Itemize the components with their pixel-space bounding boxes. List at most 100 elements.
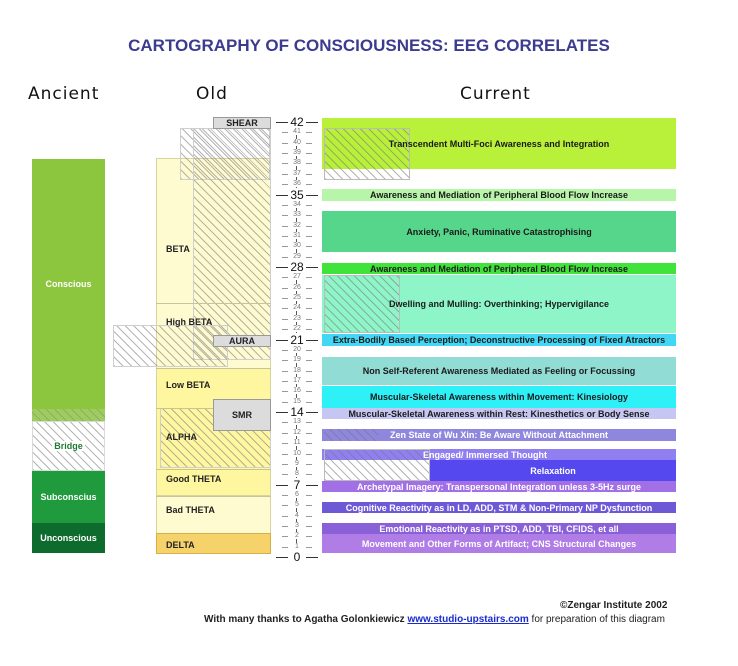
scale-minor-tick-left bbox=[282, 391, 288, 393]
scale-minor-tick-left bbox=[282, 298, 288, 300]
scale-minor-tick-right bbox=[306, 536, 312, 538]
scale-minor-tick-left bbox=[282, 370, 288, 372]
ancient-subconscious-label: Subconscius bbox=[40, 492, 97, 502]
scale-minor-label: 9 bbox=[287, 459, 307, 467]
scale-minor-tick-left bbox=[282, 381, 288, 382]
scale-minor-label: 19 bbox=[287, 356, 307, 364]
current-band-5: Extra-Bodily Based Perception; Deconstru… bbox=[322, 334, 676, 346]
old-delta-region bbox=[156, 533, 271, 554]
ancient-bridge-band: Bridge bbox=[32, 421, 105, 471]
ancient-unconscious-band: Unconscious bbox=[32, 523, 105, 553]
scale-minor-label: 25 bbox=[287, 294, 307, 302]
old-low-beta-label: Low BETA bbox=[166, 380, 211, 390]
scale-minor-label: 13 bbox=[287, 418, 307, 426]
scale-minor-tick-left bbox=[282, 329, 288, 331]
scale-minor-tick-left bbox=[282, 526, 288, 528]
footer-thanks-suffix: for preparation of this diagram bbox=[528, 614, 665, 625]
old-good-theta-label: Good THETA bbox=[166, 474, 222, 484]
scale-minor-label: 22 bbox=[287, 325, 307, 333]
scale-minor-tick-left bbox=[282, 463, 288, 465]
scale-major-tick-right bbox=[306, 339, 318, 341]
scale-minor-tick-right bbox=[306, 391, 312, 393]
old-bad-theta-label: Bad THETA bbox=[166, 505, 215, 515]
scale-minor-tick-right bbox=[306, 526, 312, 528]
scale-minor-tick-left bbox=[282, 422, 288, 424]
scale-major-tick-right bbox=[306, 267, 318, 269]
scale-minor-label: 36 bbox=[287, 180, 307, 188]
scale-major-tick-left bbox=[276, 194, 288, 196]
scale-major-tick-left bbox=[276, 122, 288, 123]
scale-minor-tick-left bbox=[282, 536, 288, 538]
scale-minor-label: 16 bbox=[287, 387, 307, 395]
scale-major-tick-right bbox=[306, 122, 318, 123]
scale-minor-tick-left bbox=[282, 204, 288, 206]
scale-minor-tick-right bbox=[306, 225, 312, 227]
current-hatch-engaged bbox=[324, 449, 430, 481]
current-band-1: Awareness and Mediation of Peripheral Bl… bbox=[322, 189, 676, 201]
scale-minor-label: 4 bbox=[287, 511, 307, 519]
scale-minor-tick-right bbox=[306, 401, 312, 403]
old-beta-label: BETA bbox=[166, 244, 190, 254]
current-band-15: Movement and Other Forms of Artifact; CN… bbox=[322, 534, 676, 553]
scale-minor-tick-right bbox=[306, 360, 312, 362]
old-divider-bad-theta bbox=[156, 496, 271, 497]
column-header-old: Old bbox=[196, 84, 228, 104]
scale-minor-label: 8 bbox=[287, 470, 307, 478]
current-band-10: Engaged/ Immersed Thought bbox=[423, 449, 548, 460]
old-divider-low-beta bbox=[156, 368, 271, 369]
scale-minor-tick-right bbox=[306, 142, 312, 144]
current-band-0: Transcendent Multi-Foci Awareness and In… bbox=[388, 138, 610, 149]
scale-minor-tick-right bbox=[306, 246, 312, 248]
scale-minor-tick-right bbox=[306, 474, 312, 476]
scale-minor-tick-right bbox=[306, 184, 312, 186]
scale-minor-tick-right bbox=[306, 381, 312, 382]
column-header-current: Current bbox=[460, 84, 531, 104]
scale-minor-label: 29 bbox=[287, 252, 307, 260]
ancient-conscious-band: Conscious bbox=[32, 159, 105, 409]
footer-studio-link[interactable]: www.studio-upstairs.com bbox=[407, 614, 529, 625]
old-alpha-label: ALPHA bbox=[166, 432, 197, 442]
scale-minor-label: 30 bbox=[287, 242, 307, 250]
scale-minor-label: 2 bbox=[287, 532, 307, 540]
scale-major-label: 21 bbox=[288, 332, 306, 347]
scale-minor-label: 12 bbox=[287, 428, 307, 436]
scale-minor-tick-right bbox=[306, 132, 312, 134]
current-band-8: Muscular-Skeletal Awareness within Rest:… bbox=[322, 408, 676, 419]
scale-major-label: 42 bbox=[288, 115, 306, 129]
scale-minor-label: 31 bbox=[287, 231, 307, 239]
scale-minor-tick-left bbox=[282, 308, 288, 310]
scale-minor-label: 33 bbox=[287, 211, 307, 219]
footer-thanks: With many thanks to Agatha Golonkiewicz … bbox=[204, 614, 665, 625]
scale-minor-label: 17 bbox=[287, 377, 307, 384]
scale-major-tick-left bbox=[276, 484, 288, 486]
scale-minor-label: 18 bbox=[287, 366, 307, 374]
scale-major-tick-left bbox=[276, 339, 288, 341]
current-band-7: Muscular-Skeletal Awareness within Movem… bbox=[322, 386, 676, 408]
scale-minor-label: 5 bbox=[287, 501, 307, 509]
current-hatch-overthinking bbox=[324, 275, 400, 333]
scale-minor-tick-left bbox=[282, 184, 288, 186]
diagram-title: CARTOGRAPHY OF CONSCIOUSNESS: EEG CORREL… bbox=[128, 36, 610, 55]
scale-minor-tick-right bbox=[306, 546, 312, 548]
scale-minor-label: 1 bbox=[287, 542, 307, 550]
scale-minor-tick-right bbox=[306, 349, 312, 351]
scale-minor-label: 32 bbox=[287, 221, 307, 229]
old-hatch-beta bbox=[193, 128, 271, 360]
scale-minor-tick-left bbox=[282, 494, 288, 496]
current-band-9: Zen State of Wu Xin: Be Aware Without At… bbox=[322, 429, 676, 441]
scale-minor-tick-left bbox=[282, 287, 288, 289]
scale-major-tick-left bbox=[276, 412, 288, 414]
scale-minor-tick-right bbox=[306, 204, 312, 206]
scale-minor-tick-left bbox=[282, 235, 288, 237]
scale-minor-tick-right bbox=[306, 215, 312, 217]
scale-minor-tick-left bbox=[282, 515, 288, 517]
scale-minor-tick-left bbox=[282, 142, 288, 144]
scale-minor-tick-left bbox=[282, 349, 288, 351]
scale-major-label: 14 bbox=[288, 405, 306, 420]
scale-minor-tick-left bbox=[282, 432, 288, 434]
current-band-12: Archetypal Imagery: Transpersonal Integr… bbox=[322, 481, 676, 492]
column-header-ancient: Ancient bbox=[28, 84, 100, 104]
scale-minor-tick-right bbox=[306, 287, 312, 289]
scale-minor-tick-right bbox=[306, 173, 312, 175]
scale-minor-tick-right bbox=[306, 163, 312, 165]
